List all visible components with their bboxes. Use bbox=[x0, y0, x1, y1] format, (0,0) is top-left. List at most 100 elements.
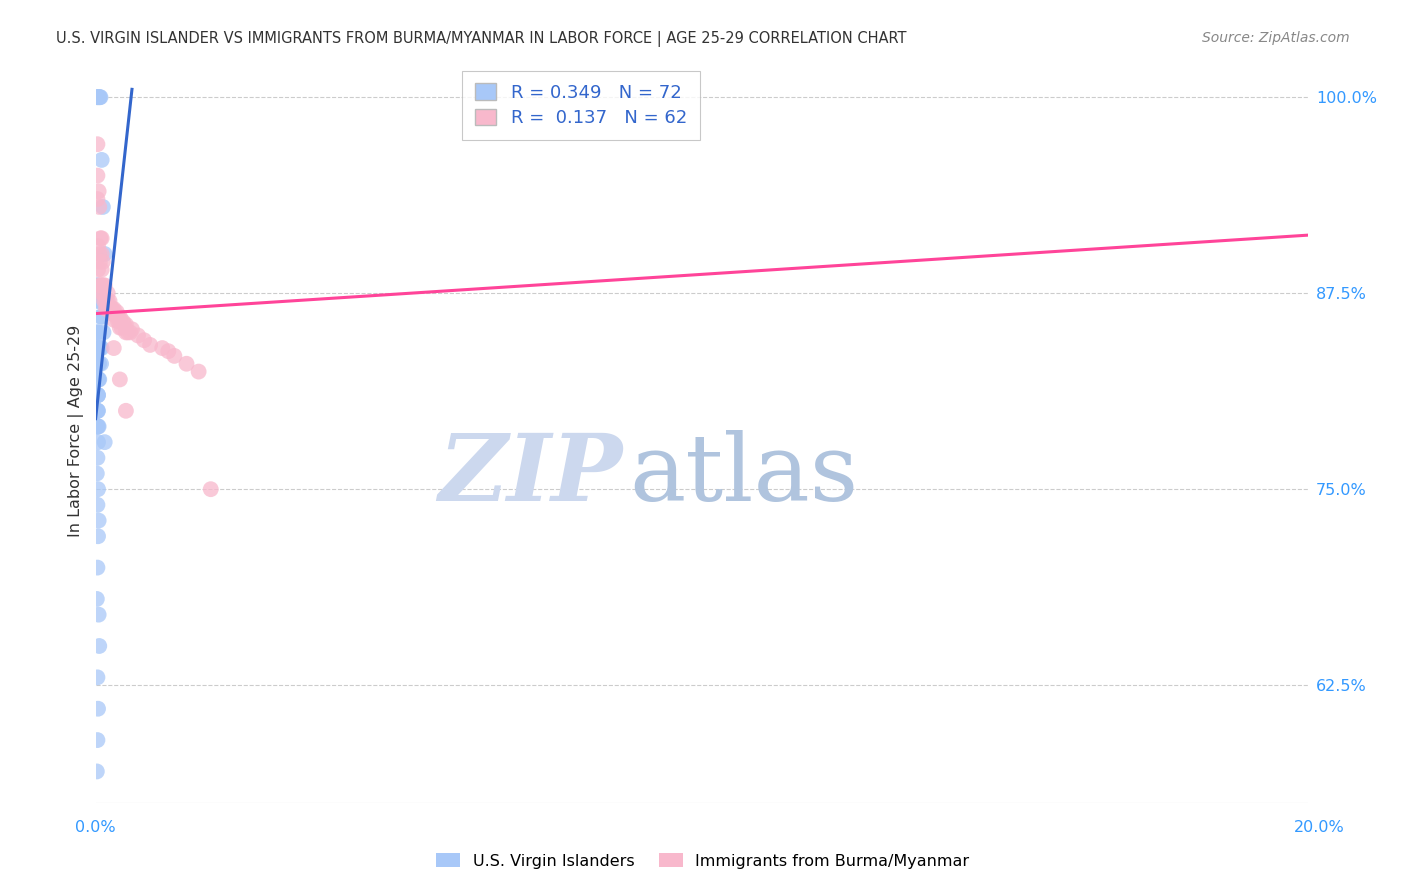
Point bbox=[91, 200, 114, 214]
Point bbox=[86, 670, 108, 684]
Text: ZIP: ZIP bbox=[439, 430, 623, 520]
Point bbox=[90, 286, 112, 301]
Point bbox=[157, 344, 180, 359]
Point bbox=[87, 607, 110, 622]
Point bbox=[139, 338, 162, 352]
Point bbox=[86, 419, 108, 434]
Point bbox=[101, 307, 124, 321]
Point bbox=[103, 307, 125, 321]
Point bbox=[94, 293, 117, 308]
Point bbox=[101, 301, 124, 316]
Point bbox=[86, 372, 108, 386]
Point bbox=[91, 286, 114, 301]
Point bbox=[127, 328, 149, 343]
Point bbox=[89, 247, 111, 261]
Point bbox=[87, 293, 110, 308]
Point bbox=[86, 192, 108, 206]
Point bbox=[86, 404, 108, 418]
Point bbox=[87, 184, 110, 198]
Point bbox=[111, 320, 134, 334]
Point bbox=[93, 278, 115, 293]
Point bbox=[89, 357, 111, 371]
Point bbox=[86, 90, 108, 104]
Text: 20.0%: 20.0% bbox=[1294, 821, 1344, 835]
Point bbox=[176, 357, 198, 371]
Point bbox=[86, 404, 108, 418]
Point bbox=[86, 404, 108, 418]
Point bbox=[86, 404, 108, 418]
Point bbox=[86, 388, 108, 402]
Point bbox=[89, 278, 111, 293]
Point bbox=[86, 372, 108, 386]
Point bbox=[93, 326, 115, 340]
Point bbox=[103, 301, 125, 316]
Point bbox=[93, 278, 115, 293]
Point bbox=[89, 341, 111, 355]
Point bbox=[87, 404, 110, 418]
Point bbox=[108, 372, 131, 386]
Point bbox=[90, 262, 112, 277]
Point bbox=[90, 357, 112, 371]
Point bbox=[108, 320, 131, 334]
Point bbox=[97, 301, 120, 316]
Y-axis label: In Labor Force | Age 25-29: In Labor Force | Age 25-29 bbox=[69, 325, 84, 536]
Point bbox=[90, 310, 112, 324]
Point bbox=[87, 90, 110, 104]
Point bbox=[89, 341, 111, 355]
Point bbox=[87, 514, 110, 528]
Point bbox=[103, 341, 125, 355]
Legend: U.S. Virgin Islanders, Immigrants from Burma/Myanmar: U.S. Virgin Islanders, Immigrants from B… bbox=[430, 847, 976, 875]
Point bbox=[87, 357, 110, 371]
Point bbox=[94, 301, 117, 316]
Point bbox=[150, 341, 173, 355]
Point bbox=[87, 419, 110, 434]
Point bbox=[89, 255, 111, 269]
Point bbox=[89, 200, 111, 214]
Point bbox=[90, 231, 112, 245]
Point bbox=[105, 305, 128, 319]
Point bbox=[93, 435, 115, 450]
Point bbox=[86, 278, 108, 293]
Point bbox=[89, 90, 111, 104]
Point bbox=[89, 90, 111, 104]
Point bbox=[98, 293, 121, 308]
Point bbox=[86, 326, 108, 340]
Point bbox=[87, 262, 110, 277]
Point bbox=[90, 247, 112, 261]
Text: U.S. VIRGIN ISLANDER VS IMMIGRANTS FROM BURMA/MYANMAR IN LABOR FORCE | AGE 25-29: U.S. VIRGIN ISLANDER VS IMMIGRANTS FROM … bbox=[56, 31, 907, 47]
Point bbox=[86, 450, 108, 465]
Point bbox=[87, 341, 110, 355]
Point bbox=[86, 326, 108, 340]
Point bbox=[90, 341, 112, 355]
Point bbox=[86, 388, 108, 402]
Point bbox=[115, 326, 138, 340]
Point bbox=[86, 419, 108, 434]
Point bbox=[89, 639, 111, 653]
Point bbox=[121, 322, 143, 336]
Point bbox=[86, 388, 108, 402]
Point bbox=[86, 764, 108, 779]
Point bbox=[87, 326, 110, 340]
Point bbox=[163, 349, 186, 363]
Legend: R = 0.349   N = 72, R =  0.137   N = 62: R = 0.349 N = 72, R = 0.137 N = 62 bbox=[463, 70, 700, 140]
Point bbox=[107, 314, 129, 328]
Point bbox=[200, 482, 222, 496]
Point bbox=[97, 293, 120, 308]
Point bbox=[86, 357, 108, 371]
Text: Source: ZipAtlas.com: Source: ZipAtlas.com bbox=[1202, 31, 1350, 45]
Point bbox=[187, 365, 209, 379]
Point bbox=[87, 239, 110, 253]
Point bbox=[87, 357, 110, 371]
Point bbox=[86, 278, 108, 293]
Point bbox=[87, 482, 110, 496]
Point bbox=[89, 310, 111, 324]
Point bbox=[107, 310, 129, 324]
Point bbox=[89, 293, 111, 308]
Point bbox=[90, 153, 112, 167]
Text: atlas: atlas bbox=[628, 430, 858, 520]
Point bbox=[86, 137, 108, 152]
Point bbox=[90, 278, 112, 293]
Point bbox=[90, 278, 112, 293]
Point bbox=[86, 498, 108, 512]
Point bbox=[86, 467, 108, 481]
